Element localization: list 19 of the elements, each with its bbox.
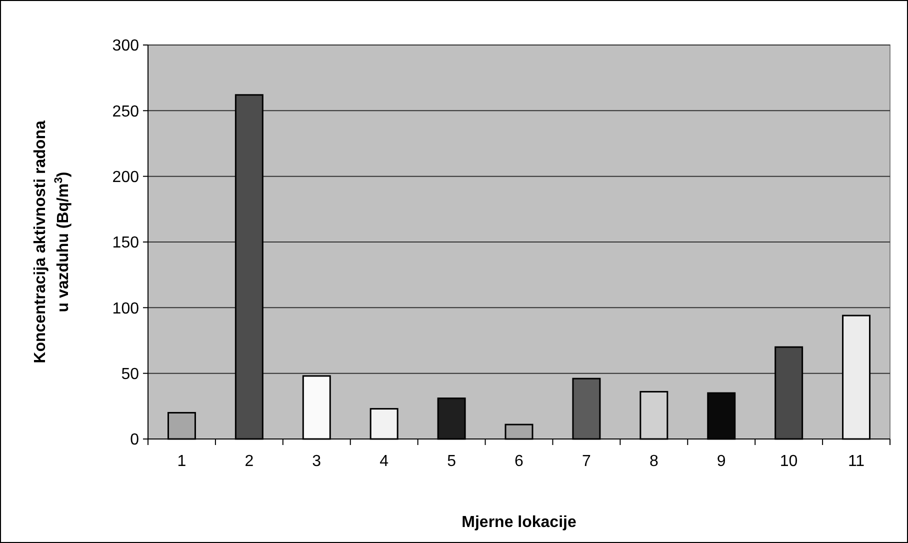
- x-tick-label: 6: [514, 453, 524, 470]
- x-axis-title: Mjerne lokacije: [462, 514, 576, 531]
- x-tick-label: 7: [582, 453, 591, 470]
- x-tick-label: 8: [649, 453, 658, 470]
- x-tick-label: 4: [380, 453, 389, 470]
- y-tick-label: 150: [112, 234, 140, 252]
- x-tick-label: 10: [780, 453, 798, 470]
- x-tick-label: 1: [177, 453, 186, 470]
- x-tick-label: 5: [447, 453, 456, 470]
- y-tick-label: 200: [112, 168, 140, 186]
- y-tick-label: 300: [112, 38, 140, 55]
- x-tick-label: 3: [312, 453, 322, 470]
- x-tick-label: 2: [244, 453, 254, 470]
- y-tick-label: 100: [112, 300, 140, 318]
- x-tick-label: 9: [716, 453, 726, 470]
- y-tick-label: 0: [130, 432, 140, 449]
- y-tick-label: 250: [112, 103, 140, 120]
- x-tick-label: 11: [848, 453, 865, 470]
- y-tick-label: 50: [121, 366, 140, 383]
